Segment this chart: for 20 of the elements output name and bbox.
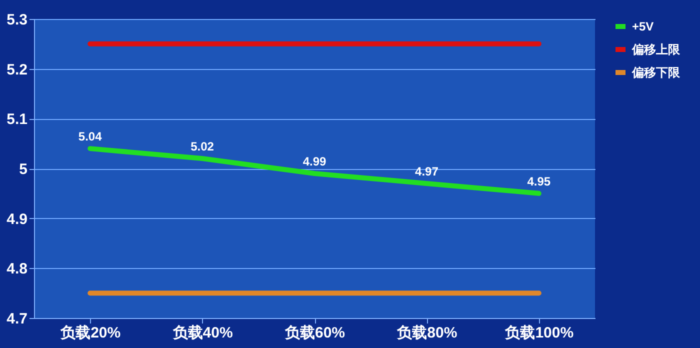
data-label: 5.04	[78, 130, 102, 144]
y-tick-label: 4.7	[6, 310, 28, 328]
x-tick-label: 负载40%	[172, 324, 233, 342]
x-tick-label: 负载100%	[504, 324, 574, 342]
y-tick-label: 4.8	[6, 260, 28, 278]
legend-label: 偏移上限	[631, 42, 681, 56]
legend-label: 偏移下限	[631, 66, 681, 80]
y-tick-label: 5.1	[6, 111, 28, 128]
data-label: 4.97	[415, 164, 439, 178]
y-tick-label: 5	[19, 161, 28, 178]
x-tick-label: 负载80%	[396, 324, 458, 342]
data-label: 5.02	[190, 140, 214, 154]
data-label: 4.95	[527, 174, 551, 188]
legend-label: +5V	[632, 20, 654, 34]
x-tick-label: 负载60%	[284, 324, 346, 342]
y-tick-label: 5.3	[6, 12, 28, 28]
y-tick-label: 5.2	[6, 61, 28, 78]
x-tick-label: 负载20%	[60, 324, 121, 342]
y-tick-label: 4.9	[6, 210, 28, 228]
data-label: 4.99	[302, 154, 326, 168]
